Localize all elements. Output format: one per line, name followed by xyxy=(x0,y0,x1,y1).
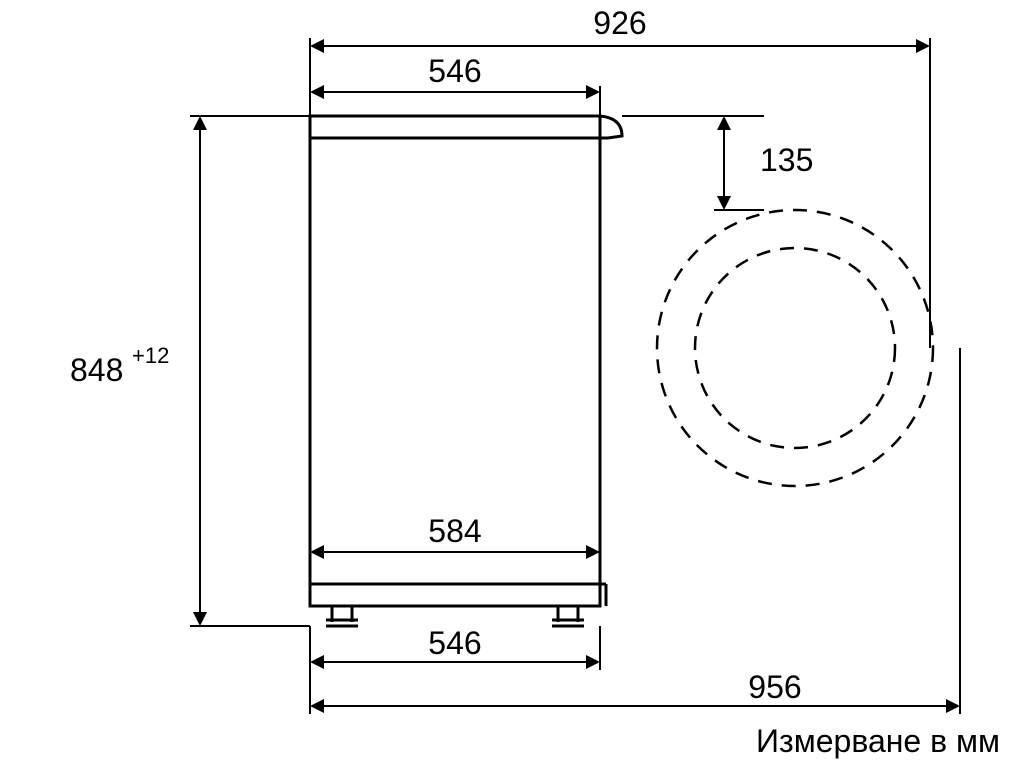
dim-546-bottom: 546 xyxy=(428,625,481,661)
dim-956: 956 xyxy=(748,669,801,705)
dim-848: 848 xyxy=(70,352,123,388)
dim-926: 926 xyxy=(593,5,646,41)
door-swing-inner xyxy=(695,248,895,448)
caption: Измерване в мм xyxy=(756,723,1000,759)
dim-135: 135 xyxy=(760,142,813,178)
dim-546-top: 546 xyxy=(428,53,481,89)
door-swing-outer xyxy=(657,210,933,486)
dim-584: 584 xyxy=(428,513,481,549)
dim-848-sup: +12 xyxy=(132,343,169,368)
